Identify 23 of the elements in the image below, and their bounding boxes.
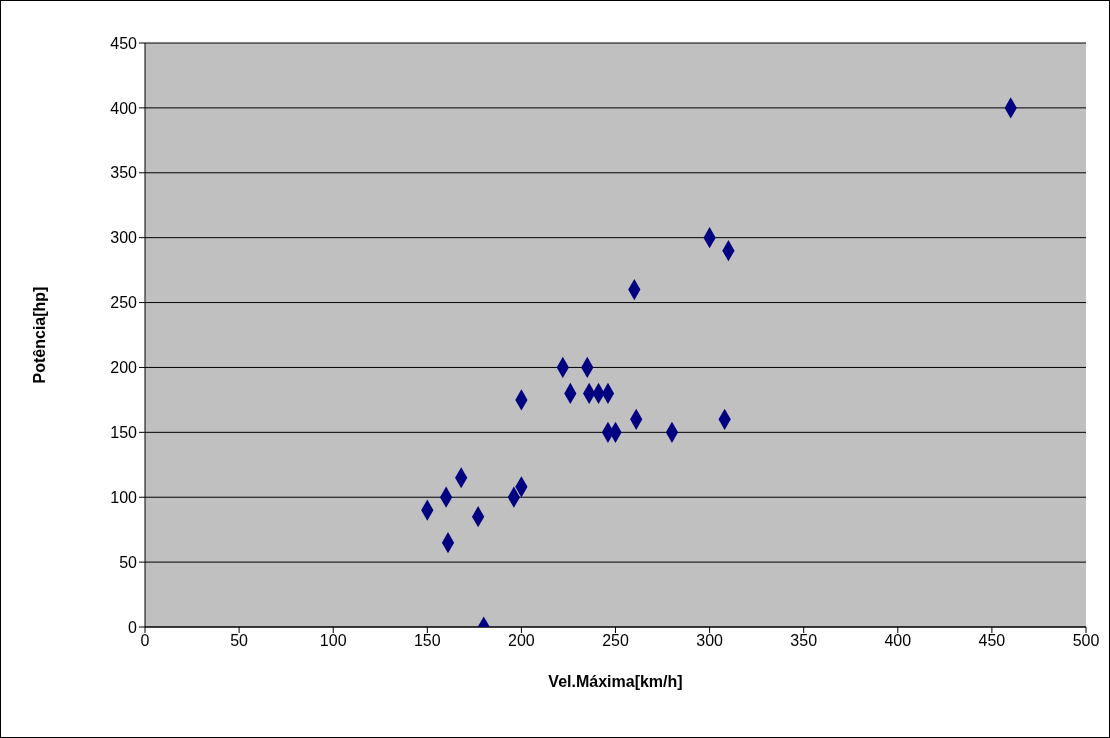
y-tick-label: 450 xyxy=(110,34,138,52)
x-axis-title: Vel.Máxima[km/h] xyxy=(548,673,683,690)
y-tick-label: 300 xyxy=(110,229,138,247)
y-tick-label: 350 xyxy=(110,164,138,182)
y-tick-label: 200 xyxy=(110,359,138,377)
x-tick-label: 0 xyxy=(140,632,150,650)
y-tick-label: 0 xyxy=(128,618,138,636)
y-tick-label: 250 xyxy=(110,294,138,312)
y-tick-label: 400 xyxy=(110,99,138,117)
x-tick-label: 250 xyxy=(602,632,629,650)
x-tick-label: 100 xyxy=(319,632,347,650)
x-tick-label: 50 xyxy=(230,632,249,650)
x-tick-label: 400 xyxy=(884,632,912,650)
x-tick-label: 500 xyxy=(1072,632,1100,650)
x-tick-label: 300 xyxy=(696,632,724,650)
x-tick-label: 450 xyxy=(978,632,1006,650)
y-tick-label: 100 xyxy=(110,488,138,506)
x-tick-label: 350 xyxy=(790,632,818,650)
y-tick-label: 150 xyxy=(110,424,138,442)
x-tick-label: 150 xyxy=(413,632,441,650)
y-axis-title: Potência[hp] xyxy=(30,286,48,384)
y-tick-label: 50 xyxy=(119,553,138,571)
x-tick-label: 200 xyxy=(508,632,535,650)
